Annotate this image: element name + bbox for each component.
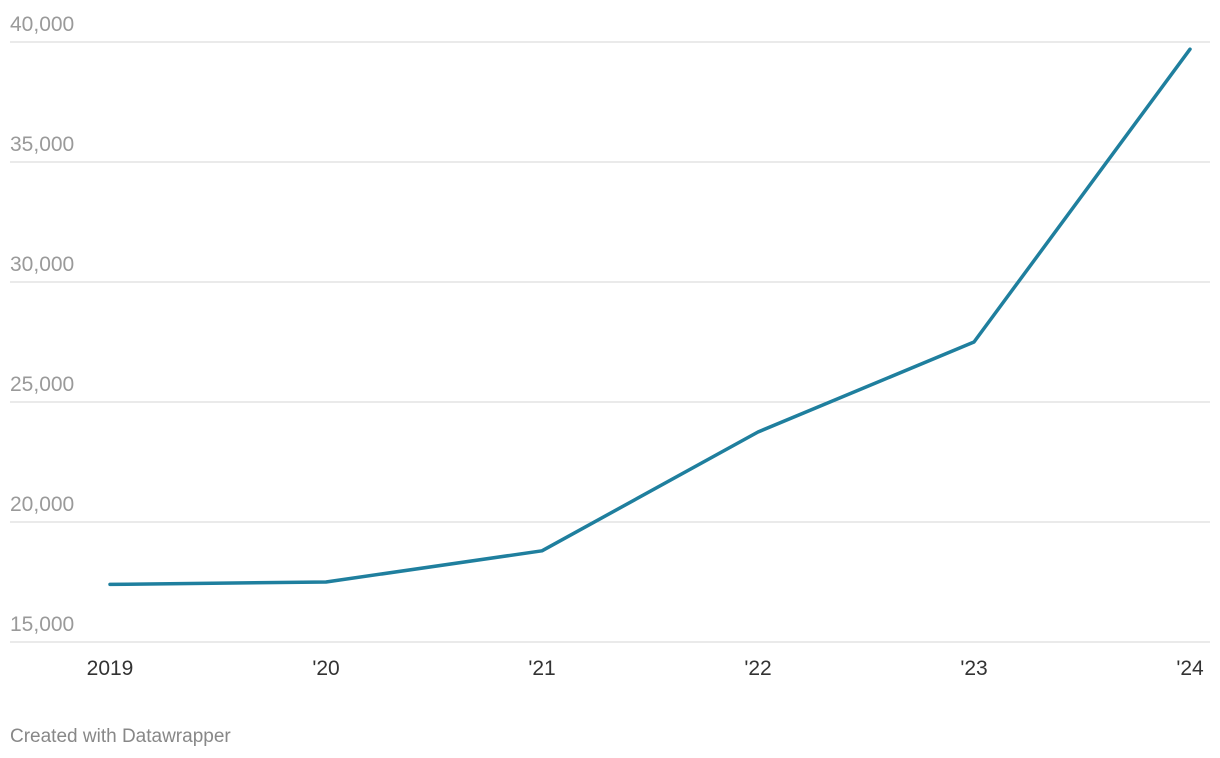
y-tick-label: 25,000 — [10, 373, 74, 396]
y-tick-label: 40,000 — [10, 13, 74, 36]
x-tick-label: 2019 — [87, 657, 134, 680]
x-tick-label: '23 — [960, 657, 987, 680]
y-tick-label: 35,000 — [10, 133, 74, 156]
y-tick-label: 20,000 — [10, 493, 74, 516]
x-tick-label: '21 — [528, 657, 555, 680]
footer: Created with Datawrapper — [10, 726, 231, 747]
x-tick-label: '22 — [744, 657, 771, 680]
x-tick-label: '20 — [312, 657, 339, 680]
x-tick-label: '24 — [1176, 657, 1204, 680]
y-tick-label: 30,000 — [10, 253, 74, 276]
line — [108, 47, 1192, 587]
y-tick-label: 15,000 — [10, 613, 74, 636]
